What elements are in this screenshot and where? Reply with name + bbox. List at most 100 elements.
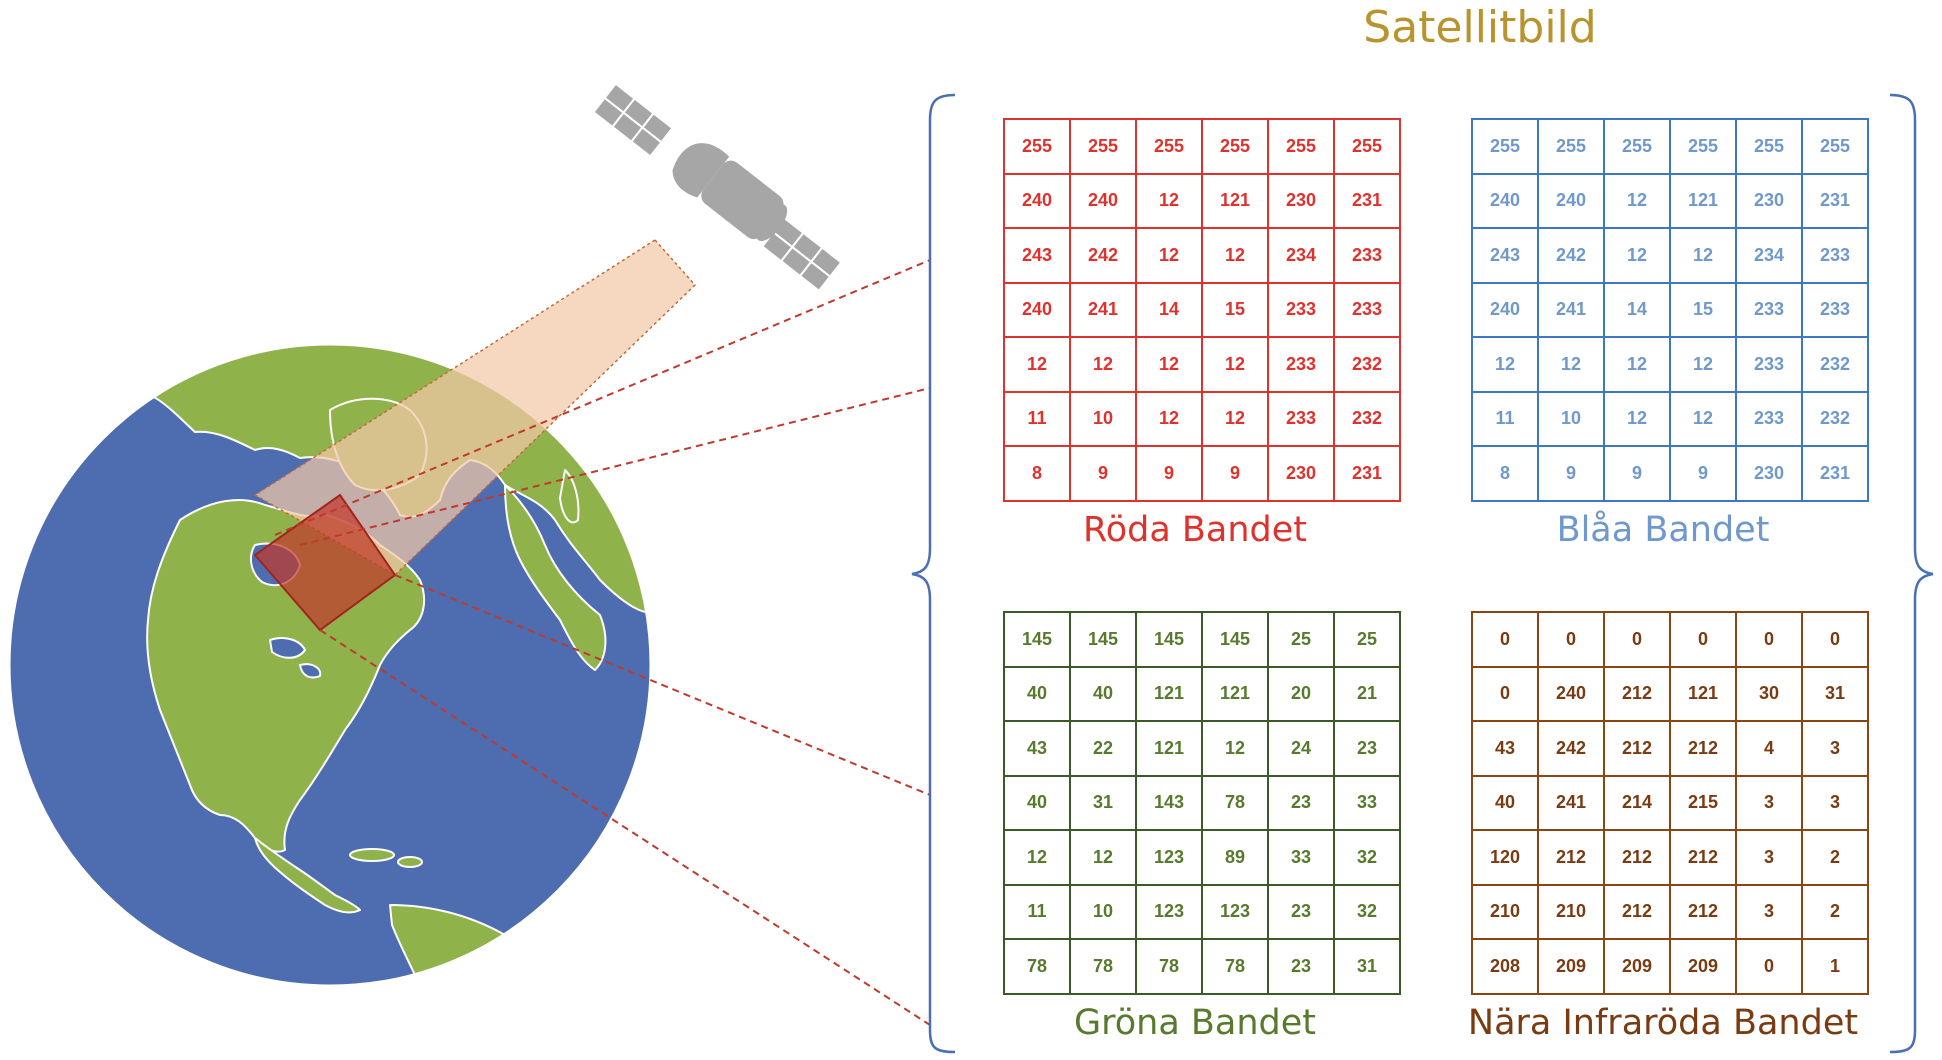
table-cell: 255 xyxy=(1669,118,1737,175)
table-cell: 9 xyxy=(1069,445,1137,502)
table-cell: 12 xyxy=(1003,336,1071,393)
table-cell: 208 xyxy=(1471,938,1539,995)
table-cell: 12 xyxy=(1135,336,1203,393)
table-cell: 241 xyxy=(1537,281,1605,338)
table-cell: 3 xyxy=(1735,883,1803,940)
table-cell: 240 xyxy=(1003,172,1071,229)
table-cell: 0 xyxy=(1471,665,1539,722)
table-cell: 78 xyxy=(1201,938,1269,995)
table-cell: 231 xyxy=(1333,445,1401,502)
table-cell: 240 xyxy=(1537,172,1605,229)
table-cell: 209 xyxy=(1603,938,1671,995)
blue-band-table: 255 255 255 255 255 255 240 240 12 121 230 231 243 24… xyxy=(1471,118,1869,502)
table-cell: 242 xyxy=(1537,227,1605,284)
table-cell: 255 xyxy=(1267,118,1335,175)
table-cell: 12 xyxy=(1201,720,1269,777)
table-cell: 25 xyxy=(1267,611,1335,668)
table-cell: 78 xyxy=(1003,938,1071,995)
table-cell: 0 xyxy=(1735,938,1803,995)
table-cell: 232 xyxy=(1333,390,1401,447)
table-cell: 255 xyxy=(1537,118,1605,175)
table-cell: 11 xyxy=(1003,390,1071,447)
table-cell: 230 xyxy=(1267,172,1335,229)
table-cell: 232 xyxy=(1801,336,1869,393)
table-cell: 230 xyxy=(1735,172,1803,229)
table-cell: 32 xyxy=(1333,829,1401,886)
table-cell: 212 xyxy=(1603,720,1671,777)
table-cell: 230 xyxy=(1735,445,1803,502)
table-cell: 212 xyxy=(1537,829,1605,886)
table-cell: 232 xyxy=(1333,336,1401,393)
table-cell: 9 xyxy=(1201,445,1269,502)
table-cell: 12 xyxy=(1135,172,1203,229)
table-cell: 11 xyxy=(1471,390,1539,447)
table-cell: 123 xyxy=(1135,829,1203,886)
table-cell: 31 xyxy=(1069,774,1137,831)
table-cell: 0 xyxy=(1735,611,1803,668)
table-cell: 240 xyxy=(1537,665,1605,722)
table-cell: 22 xyxy=(1069,720,1137,777)
table-cell: 240 xyxy=(1069,172,1137,229)
table-row: 243 242 12 12 234 233 xyxy=(1003,227,1401,284)
table-row: 8 9 9 9 230 231 xyxy=(1471,445,1869,502)
table-cell: 12 xyxy=(1201,336,1269,393)
table-cell: 210 xyxy=(1471,883,1539,940)
table-cell: 230 xyxy=(1267,445,1335,502)
table-cell: 121 xyxy=(1669,172,1737,229)
table-cell: 233 xyxy=(1267,281,1335,338)
table-cell: 15 xyxy=(1669,281,1737,338)
table-cell: 233 xyxy=(1267,390,1335,447)
table-cell: 25 xyxy=(1333,611,1401,668)
table-cell: 78 xyxy=(1069,938,1137,995)
table-cell: 12 xyxy=(1669,390,1737,447)
table-cell: 40 xyxy=(1069,665,1137,722)
table-cell: 9 xyxy=(1603,445,1671,502)
green-band-label: Gröna Bandet xyxy=(1073,1003,1317,1043)
table-row: 11 10 123 123 23 32 xyxy=(1003,883,1401,940)
table-row: 210 210 212 212 3 2 xyxy=(1471,883,1869,940)
table-cell: 1 xyxy=(1801,938,1869,995)
table-cell: 9 xyxy=(1135,445,1203,502)
table-row: 120 212 212 212 3 2 xyxy=(1471,829,1869,886)
table-cell: 12 xyxy=(1135,390,1203,447)
table-cell: 243 xyxy=(1003,227,1071,284)
table-cell: 233 xyxy=(1333,281,1401,338)
table-cell: 233 xyxy=(1735,390,1803,447)
table-cell: 2 xyxy=(1801,883,1869,940)
table-row: 243 242 12 12 234 233 xyxy=(1471,227,1869,284)
table-cell: 43 xyxy=(1471,720,1539,777)
central-america xyxy=(254,837,361,914)
table-cell: 12 xyxy=(1669,336,1737,393)
blue-band-grid: 255 255 255 255 255 255 240 240 12 121 230 231 243 24… xyxy=(1471,118,1869,502)
table-cell: 0 xyxy=(1669,611,1737,668)
table-row: 11 10 12 12 233 232 xyxy=(1471,390,1869,447)
satellite-icon xyxy=(592,82,843,293)
table-cell: 78 xyxy=(1201,774,1269,831)
table-cell: 240 xyxy=(1471,172,1539,229)
table-cell: 12 xyxy=(1537,336,1605,393)
table-cell: 12 xyxy=(1471,336,1539,393)
table-row: 8 9 9 9 230 231 xyxy=(1003,445,1401,502)
table-cell: 32 xyxy=(1333,883,1401,940)
table-cell: 212 xyxy=(1669,883,1737,940)
table-cell: 121 xyxy=(1669,665,1737,722)
table-cell: 145 xyxy=(1135,611,1203,668)
diagram-title: Satellitbild xyxy=(1363,2,1597,53)
table-row: 43 22 121 12 24 23 xyxy=(1003,720,1401,777)
table-cell: 10 xyxy=(1537,390,1605,447)
table-cell: 233 xyxy=(1801,227,1869,284)
right-brace xyxy=(1889,93,1934,1054)
table-cell: 212 xyxy=(1603,883,1671,940)
table-cell: 21 xyxy=(1333,665,1401,722)
table-row: 11 10 12 12 233 232 xyxy=(1003,390,1401,447)
table-cell: 234 xyxy=(1267,227,1335,284)
table-cell: 3 xyxy=(1735,829,1803,886)
table-cell: 43 xyxy=(1003,720,1071,777)
table-cell: 12 xyxy=(1003,829,1071,886)
table-cell: 3 xyxy=(1801,774,1869,831)
table-cell: 145 xyxy=(1003,611,1071,668)
table-cell: 210 xyxy=(1537,883,1605,940)
table-row: 40 40 121 121 20 21 xyxy=(1003,665,1401,722)
table-cell: 12 xyxy=(1069,829,1137,886)
